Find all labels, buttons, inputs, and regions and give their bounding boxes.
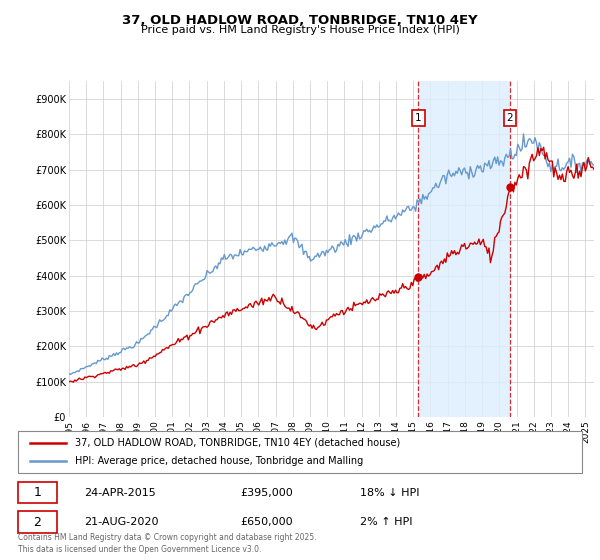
FancyBboxPatch shape	[18, 431, 582, 473]
Text: 1: 1	[34, 486, 41, 500]
Text: 2: 2	[506, 113, 514, 123]
Text: Contains HM Land Registry data © Crown copyright and database right 2025.
This d: Contains HM Land Registry data © Crown c…	[18, 533, 317, 554]
Bar	[418, 81, 510, 417]
Text: 18% ↓ HPI: 18% ↓ HPI	[360, 488, 419, 498]
Text: 37, OLD HADLOW ROAD, TONBRIDGE, TN10 4EY: 37, OLD HADLOW ROAD, TONBRIDGE, TN10 4EY	[122, 14, 478, 27]
Text: £650,000: £650,000	[240, 517, 293, 527]
Text: 21-AUG-2020: 21-AUG-2020	[84, 517, 158, 527]
Text: 2: 2	[34, 516, 41, 529]
Point	[505, 183, 515, 192]
Text: 24-APR-2015: 24-APR-2015	[84, 488, 156, 498]
Text: 1: 1	[415, 113, 422, 123]
Text: £395,000: £395,000	[240, 488, 293, 498]
Text: HPI: Average price, detached house, Tonbridge and Malling: HPI: Average price, detached house, Tonb…	[75, 456, 363, 466]
Text: 37, OLD HADLOW ROAD, TONBRIDGE, TN10 4EY (detached house): 37, OLD HADLOW ROAD, TONBRIDGE, TN10 4EY…	[75, 438, 400, 448]
FancyBboxPatch shape	[18, 511, 57, 533]
FancyBboxPatch shape	[18, 482, 57, 503]
Text: Price paid vs. HM Land Registry's House Price Index (HPI): Price paid vs. HM Land Registry's House …	[140, 25, 460, 35]
Text: 2% ↑ HPI: 2% ↑ HPI	[360, 517, 413, 527]
Point	[413, 273, 423, 282]
